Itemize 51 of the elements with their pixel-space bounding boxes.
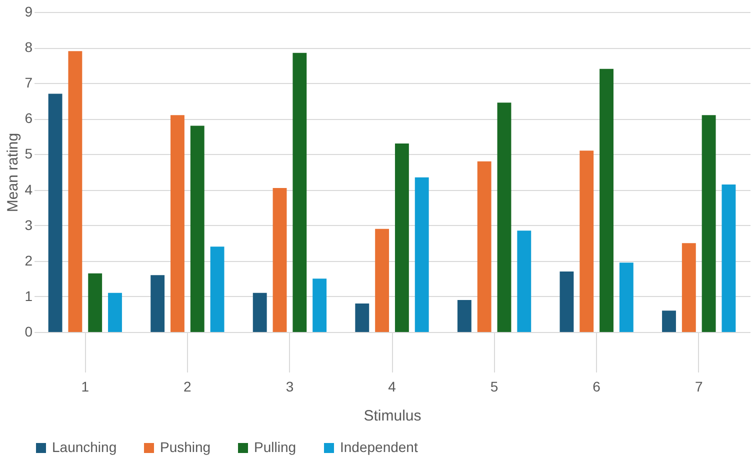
bar (722, 184, 736, 332)
x-tick-label: 3 (286, 378, 294, 394)
y-tick-label: 7 (24, 74, 33, 91)
bar (497, 102, 512, 332)
bar (150, 275, 165, 332)
y-tick-label: 6 (24, 110, 33, 126)
bar (170, 115, 184, 332)
y-axis-title: Mean rating (4, 132, 22, 212)
legend-label: Pulling (254, 439, 296, 455)
bar (394, 144, 409, 332)
bar (414, 177, 429, 332)
x-tick-label: 4 (388, 378, 396, 394)
legend-label: Pushing (160, 439, 211, 455)
bar (48, 94, 62, 332)
legend-label: Independent (340, 439, 418, 455)
bar (662, 310, 676, 332)
bar (600, 68, 614, 332)
x-tick-label: 6 (592, 378, 601, 394)
x-tick-label: 1 (81, 378, 90, 394)
x-tick-label: 2 (184, 378, 192, 394)
bar (682, 243, 696, 332)
y-tick-label: 8 (24, 39, 33, 56)
bar (292, 52, 307, 332)
bar (252, 292, 267, 332)
y-tick-label: 1 (24, 288, 33, 304)
bar (210, 246, 224, 332)
x-tick-label: 7 (694, 378, 703, 394)
y-tick-label: 0 (24, 324, 33, 340)
bar (517, 230, 532, 332)
bar (619, 262, 634, 332)
y-tick-label: 5 (24, 146, 33, 162)
bar (88, 273, 102, 332)
bar (355, 304, 370, 332)
bar (68, 51, 82, 332)
bar (580, 150, 594, 332)
bar (272, 188, 287, 332)
y-tick-label: 9 (24, 4, 33, 20)
bar (312, 278, 327, 332)
bar (375, 228, 390, 332)
bar (108, 292, 122, 332)
bar (560, 272, 574, 332)
bar (190, 126, 204, 332)
y-tick-label: 2 (24, 252, 33, 268)
bar (702, 115, 716, 332)
y-tick-label: 4 (24, 181, 33, 198)
bar (477, 161, 492, 332)
x-axis-title: Stimulus (364, 408, 422, 424)
x-tick-label: 5 (490, 378, 498, 394)
legend-label: Launching (52, 439, 117, 455)
y-tick-label: 3 (24, 216, 33, 233)
bar (457, 300, 472, 332)
